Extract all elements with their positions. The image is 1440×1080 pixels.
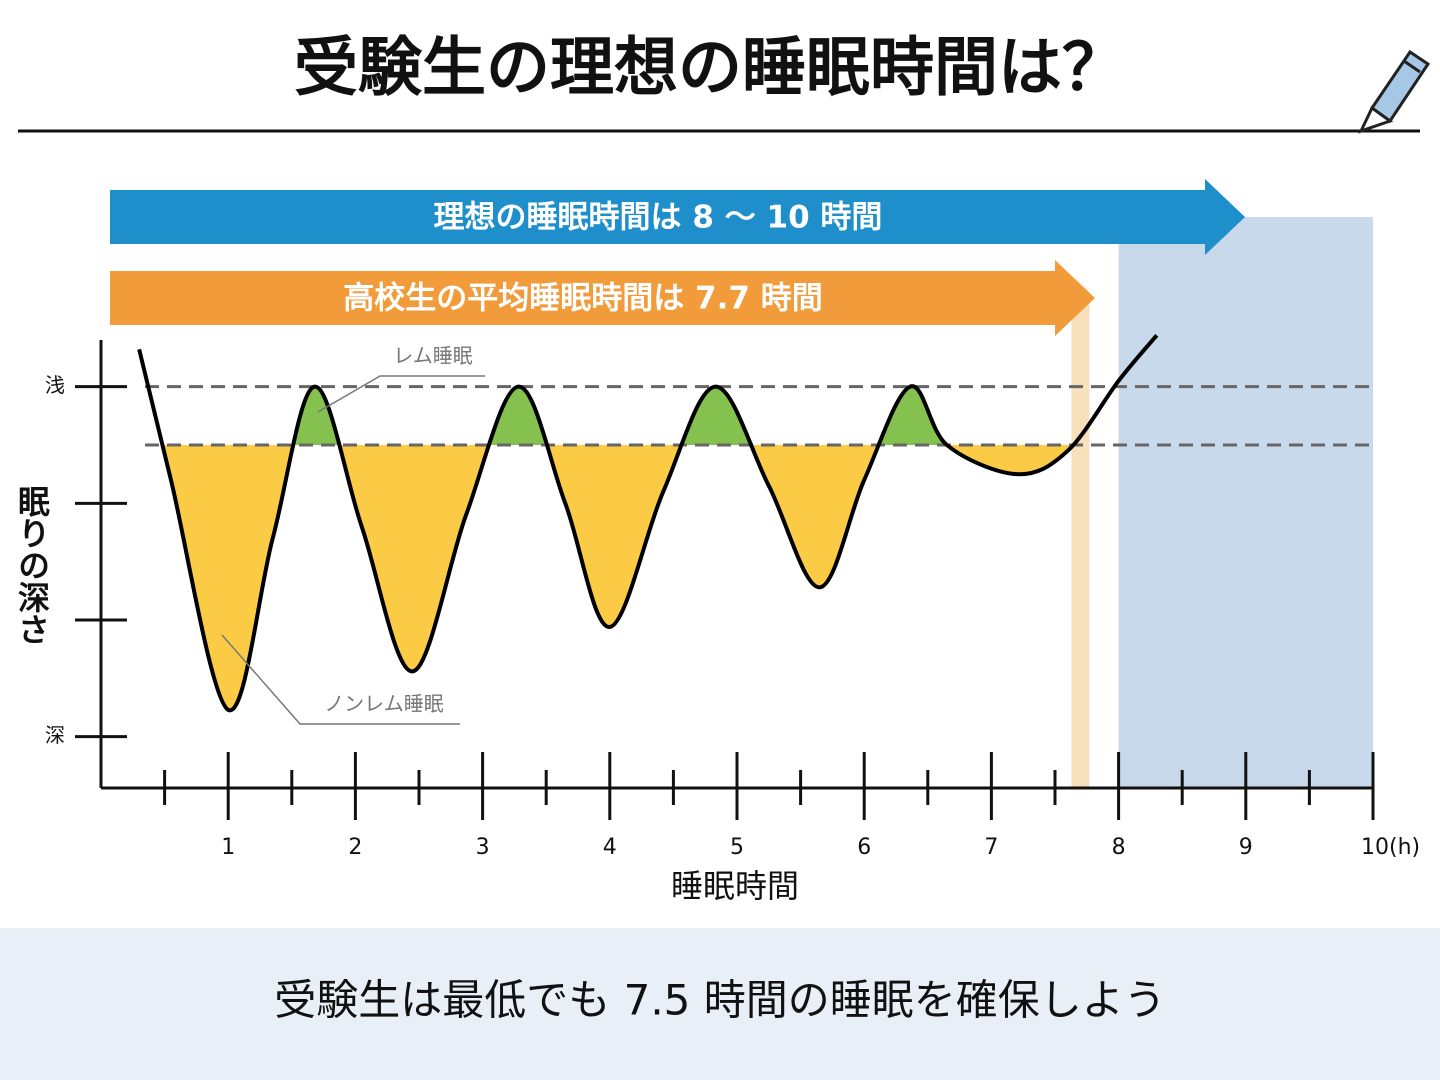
nrem-fill: [162, 445, 1072, 711]
sleep-depth-line: [137, 334, 1159, 713]
pencil-icon: [1358, 49, 1431, 134]
x-tick-label: 9: [1239, 835, 1253, 860]
footer-text: 受験生は最低でも 7.5 時間の睡眠を確保しよう: [274, 976, 1166, 1025]
nrem-annotation: ノンレム睡眠: [324, 692, 444, 716]
annotation-leader: [317, 375, 485, 413]
x-tick-label: 2: [348, 835, 362, 860]
y-axis-title: 眠りの深さ: [13, 485, 51, 645]
x-tick-label: 1: [221, 835, 235, 860]
x-tick-label: 6: [857, 835, 871, 860]
y-tick-label: 浅: [45, 373, 65, 397]
page-title: 受験生の理想の睡眠時間は？: [294, 32, 1126, 106]
ideal-band: [1118, 217, 1373, 788]
x-tick-label: 7: [984, 835, 998, 860]
x-tick-label: 3: [476, 835, 490, 860]
arrow-text: 高校生の平均睡眠時間は 7.7 時間: [343, 281, 823, 317]
x-tick-label: 10(h): [1361, 835, 1420, 860]
average-band: [1071, 300, 1090, 788]
arrow-text: 理想の睡眠時間は 8 〜 10 時間: [434, 200, 883, 236]
x-tick-label: 8: [1112, 835, 1126, 860]
arrow: [110, 179, 1245, 255]
y-tick-label: 深: [45, 723, 65, 747]
annotation-leader: [221, 634, 460, 725]
footer-panel: [0, 928, 1440, 1080]
rem-annotation: レム睡眠: [393, 344, 473, 368]
x-tick-label: 4: [603, 835, 617, 860]
x-axis-title: 睡眠時間: [671, 867, 799, 905]
background-layer: [1071, 217, 1373, 788]
x-tick-label: 5: [730, 835, 744, 860]
arrow: [110, 260, 1095, 336]
